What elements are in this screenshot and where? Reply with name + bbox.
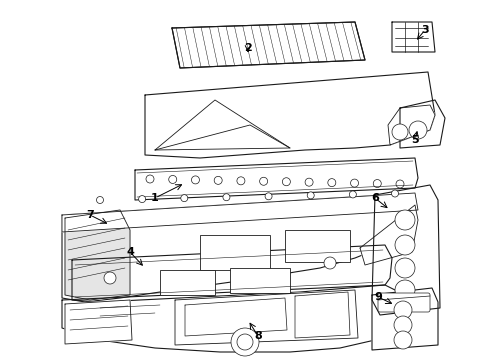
Circle shape bbox=[181, 195, 188, 202]
Bar bbox=[200, 235, 270, 270]
Circle shape bbox=[394, 301, 412, 319]
Circle shape bbox=[394, 316, 412, 334]
Circle shape bbox=[231, 328, 259, 356]
Bar bbox=[285, 230, 350, 262]
Polygon shape bbox=[372, 288, 438, 350]
Circle shape bbox=[282, 178, 291, 186]
Circle shape bbox=[395, 280, 415, 300]
Circle shape bbox=[324, 257, 336, 269]
Polygon shape bbox=[62, 193, 418, 232]
Circle shape bbox=[260, 177, 268, 185]
Circle shape bbox=[373, 180, 381, 188]
Circle shape bbox=[237, 334, 253, 350]
FancyBboxPatch shape bbox=[378, 293, 430, 312]
Circle shape bbox=[139, 195, 146, 203]
Polygon shape bbox=[360, 205, 418, 265]
Circle shape bbox=[169, 175, 177, 184]
Circle shape bbox=[349, 191, 356, 198]
Circle shape bbox=[305, 178, 313, 186]
Polygon shape bbox=[172, 22, 365, 68]
Text: 8: 8 bbox=[254, 331, 262, 341]
Circle shape bbox=[192, 176, 199, 184]
Text: 9: 9 bbox=[374, 292, 382, 302]
Circle shape bbox=[409, 121, 427, 139]
Bar bbox=[160, 270, 215, 295]
Circle shape bbox=[237, 177, 245, 185]
Circle shape bbox=[97, 197, 103, 203]
Circle shape bbox=[214, 176, 222, 184]
Text: 3: 3 bbox=[421, 25, 429, 35]
Polygon shape bbox=[62, 285, 408, 352]
Polygon shape bbox=[372, 185, 440, 315]
Circle shape bbox=[395, 258, 415, 278]
Polygon shape bbox=[62, 193, 420, 302]
Text: 5: 5 bbox=[411, 135, 419, 145]
Polygon shape bbox=[175, 290, 358, 345]
Circle shape bbox=[350, 179, 359, 187]
Circle shape bbox=[396, 180, 404, 188]
Circle shape bbox=[395, 235, 415, 255]
Polygon shape bbox=[65, 300, 132, 344]
Polygon shape bbox=[145, 72, 435, 158]
Circle shape bbox=[223, 194, 230, 201]
Text: 4: 4 bbox=[126, 247, 134, 257]
Circle shape bbox=[104, 272, 116, 284]
Text: 7: 7 bbox=[86, 210, 94, 220]
Circle shape bbox=[328, 179, 336, 186]
Text: 2: 2 bbox=[244, 43, 252, 53]
Polygon shape bbox=[392, 22, 435, 52]
Polygon shape bbox=[135, 158, 418, 200]
Circle shape bbox=[392, 190, 398, 197]
Polygon shape bbox=[400, 100, 445, 148]
Polygon shape bbox=[72, 245, 392, 302]
Circle shape bbox=[265, 193, 272, 200]
Circle shape bbox=[307, 192, 314, 199]
Circle shape bbox=[395, 210, 415, 230]
Polygon shape bbox=[388, 105, 435, 145]
Text: 6: 6 bbox=[371, 193, 379, 203]
Circle shape bbox=[146, 175, 154, 183]
Polygon shape bbox=[155, 100, 290, 150]
Circle shape bbox=[392, 124, 408, 140]
Bar bbox=[230, 268, 290, 293]
Polygon shape bbox=[185, 298, 287, 336]
Circle shape bbox=[394, 331, 412, 349]
Polygon shape bbox=[295, 292, 350, 338]
Polygon shape bbox=[65, 210, 130, 300]
Text: 1: 1 bbox=[151, 193, 159, 203]
